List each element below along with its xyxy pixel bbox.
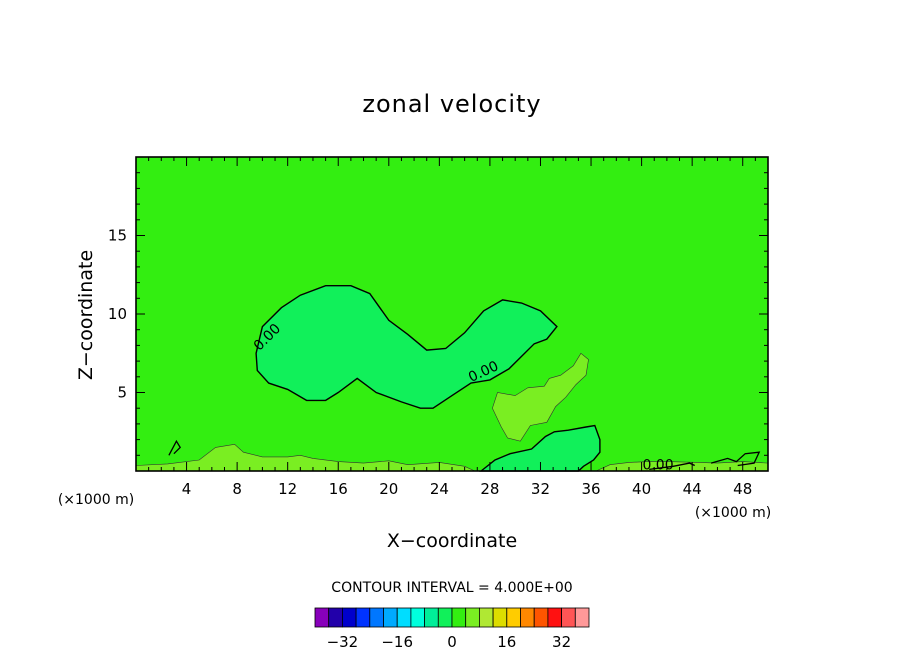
x-tick-label: 16 [329,480,348,498]
colorbar-swatch [328,607,343,628]
colorbar-swatch [369,607,384,628]
colorbar-swatch [574,607,590,628]
contour-interval: CONTOUR INTERVAL = 4.000E+00 [331,580,572,596]
colorbar-swatch [465,607,480,628]
field-background [136,157,768,471]
colorbar-swatch [396,607,412,628]
y-tick-label: 5 [117,384,127,402]
contour-label: 0.00 [642,458,673,474]
plot-area [135,157,769,472]
colorbar-swatch [410,607,425,628]
region-surface-positive-left [135,443,475,472]
y-tick-label: 10 [108,305,127,323]
x-axis: 4 8 12 16 20 24 28 32 36 40 44 48 [148,157,756,498]
x-tick-label: 40 [632,480,651,498]
region-surface-positive-right [595,461,769,472]
colorbar-swatch [478,607,494,628]
x-tick-label: 24 [430,480,449,498]
chart-title: zonal velocity [362,90,541,118]
colorbar-swatch [451,607,467,628]
colorbar-swatch [355,607,371,628]
x-tick-label: 28 [480,480,499,498]
x-tick-label: 36 [581,480,600,498]
colorbar-swatch [506,607,521,628]
y-axis: 5 10 15 [108,172,768,456]
colorbar-tick-label: −32 [327,633,359,651]
x-tick-label: 20 [379,480,398,498]
region-lower-right-negative [479,424,601,472]
contour-line-1 [710,451,761,467]
x-tick-label: 32 [531,480,550,498]
colorbar-swatch [533,607,549,628]
colorbar-tick-label: 32 [552,633,571,651]
x-tick-label: 12 [278,480,297,498]
x-axis-label: X−coordinate [387,530,517,552]
colorbar-swatch [383,607,398,628]
x-tick-label: 8 [232,480,242,498]
x-tick-label: 4 [182,480,192,498]
colorbar-swatch [341,607,357,628]
colorbar [314,607,590,628]
y-axis-label: Z−coordinate [75,250,97,380]
colorbar-swatch [437,607,453,628]
x-tick-label: 44 [683,480,702,498]
x-tick-label: 48 [733,480,752,498]
y-tick-label: 15 [108,227,127,245]
colorbar-swatch [492,607,508,628]
colorbar-tick-label: 16 [497,633,516,651]
region-negative-core [255,285,558,409]
colorbar-swatch [424,607,439,628]
x-unit-right: (×1000 m) [695,505,771,521]
colorbar-swatch [561,607,576,628]
x-unit-left: (×1000 m) [58,492,134,508]
colorbar-ticks: −32 −16 0 16 32 [327,633,572,651]
colorbar-swatch [547,607,563,628]
region-positive-patch [492,352,589,442]
colorbar-tick-label: −16 [381,633,413,651]
colorbar-tick-label: 0 [447,633,457,651]
colorbar-swatch [314,607,330,628]
colorbar-swatch [520,607,535,628]
contour-line-0 [168,439,182,456]
